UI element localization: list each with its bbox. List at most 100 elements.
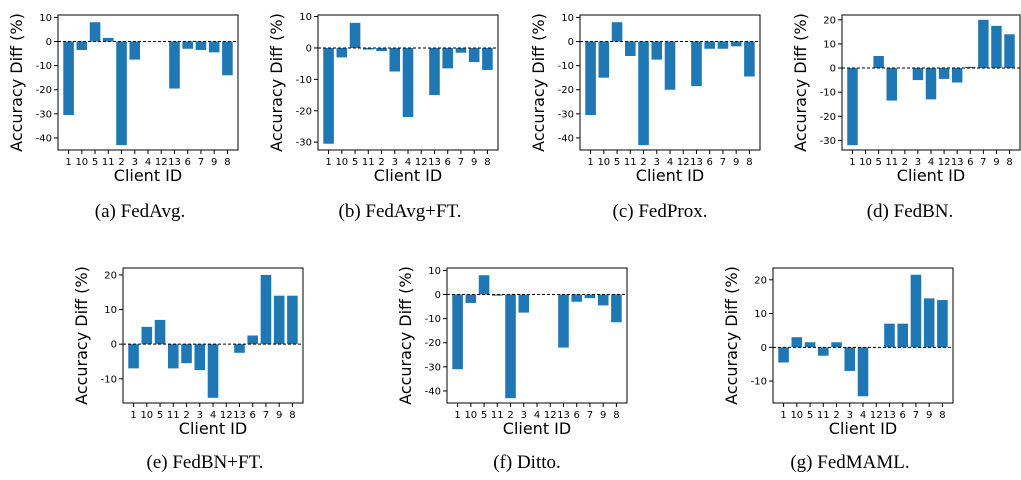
x-tick-label: 8	[224, 157, 230, 168]
bar-3	[844, 347, 856, 371]
x-tick-label: 5	[352, 157, 358, 168]
bar-6	[571, 294, 582, 302]
x-tick-label: 10	[75, 157, 88, 168]
x-tick-label: 7	[198, 157, 204, 168]
bar-13	[234, 344, 245, 353]
x-tick-label: 7	[263, 410, 269, 421]
x-tick-label: 10	[464, 410, 477, 421]
chart-panel-5: 20 10 0 -10 1 10 5 11 2 3 4 12 13 6 7 9 8 Client ID Accura…	[72, 266, 304, 473]
x-tick-label: 4	[667, 157, 673, 168]
bar-8	[482, 47, 493, 70]
x-tick-label: 5	[807, 410, 813, 421]
bar-10	[76, 41, 88, 50]
y-tick-label: 10	[299, 12, 312, 23]
x-tick-label: 3	[654, 157, 660, 168]
x-tick-label: 6	[967, 157, 973, 168]
bar-6	[182, 41, 193, 49]
bar-9	[273, 295, 285, 345]
y-tick-label: -10	[751, 377, 767, 388]
bar-5	[873, 55, 884, 69]
x-tick-label: 13	[428, 157, 441, 168]
y-axis-title: Accuracy Diff (%)	[529, 13, 548, 152]
bar-9	[991, 25, 1002, 69]
bar-4	[207, 344, 219, 398]
x-tick-label: 4	[534, 410, 540, 421]
y-tick-label: 10	[561, 13, 574, 24]
bar-3	[651, 41, 663, 60]
x-tick-label: 10	[335, 157, 348, 168]
bar-4	[857, 347, 869, 397]
x-tick-label: 12	[155, 157, 168, 168]
x-tick-label: 12	[677, 157, 690, 168]
bar-10	[791, 337, 803, 348]
chart-panel-1: 10 0 -10 -20 -30 -40 1 10 5 11 2 3 4 12 13 6 7 9 8 Client I…	[7, 13, 239, 222]
x-tick-label: 12	[544, 410, 557, 421]
x-tick-label: 8	[289, 410, 295, 421]
y-tick-label: -30	[558, 109, 574, 120]
x-tick-label: 6	[185, 157, 191, 168]
x-tick-label: 6	[445, 157, 451, 168]
x-tick-label: 11	[624, 157, 637, 168]
x-tick-label: 12	[415, 157, 428, 168]
x-tick-label: 8	[939, 410, 945, 421]
bar-3	[518, 294, 530, 313]
y-tick-label: -10	[820, 88, 836, 99]
x-tick-label: 8	[746, 157, 752, 168]
chart-panel-7: 20 10 0 -10 1 10 5 11 2 3 4 12 13 6 7 9 8 Client ID Accura…	[722, 266, 954, 473]
x-tick-label: 1	[130, 410, 136, 421]
x-axis-title: Client ID	[114, 166, 182, 185]
bar-13	[169, 41, 180, 89]
x-tick-label: 4	[145, 157, 151, 168]
bar-11	[103, 37, 114, 42]
bar-4	[402, 47, 414, 118]
x-axis-title: Client ID	[829, 419, 897, 438]
y-tick-label: 0	[435, 290, 441, 301]
bar-9	[730, 41, 742, 47]
bar-2	[638, 41, 649, 146]
bar-13	[691, 41, 702, 87]
bar-5	[804, 342, 816, 348]
x-tick-label: 8	[613, 410, 619, 421]
bar-7	[910, 274, 922, 348]
bar-13	[558, 294, 569, 348]
x-tick-label: 11	[362, 157, 375, 168]
x-tick-label: 12	[938, 157, 951, 168]
y-tick-label: -20	[820, 112, 836, 123]
bar-3	[912, 68, 924, 81]
x-tick-label: 12	[220, 410, 233, 421]
x-axis-title: Client ID	[374, 166, 442, 185]
bar-5	[478, 275, 490, 295]
y-tick-label: 10	[39, 13, 52, 24]
y-axis-title: Accuracy Diff (%)	[396, 266, 415, 405]
x-tick-label: 4	[860, 410, 866, 421]
bar-11	[886, 68, 897, 101]
y-axis-title: Accuracy Diff (%)	[7, 13, 26, 152]
bar-11	[168, 344, 179, 369]
bar-1	[847, 68, 858, 146]
x-tick-label: 7	[913, 410, 919, 421]
bar-2	[376, 47, 387, 52]
y-tick-label: 0	[830, 64, 836, 75]
x-tick-label: 9	[600, 410, 606, 421]
bar-7	[195, 41, 207, 50]
y-tick-label: -20	[36, 85, 52, 96]
bar-5	[611, 22, 623, 42]
x-tick-label: 2	[378, 157, 384, 168]
x-tick-label: 1	[65, 157, 71, 168]
x-tick-label: 2	[118, 157, 124, 168]
x-tick-label: 13	[233, 410, 246, 421]
y-tick-label: 10	[823, 39, 836, 50]
y-tick-label: -40	[425, 386, 441, 397]
x-axis-title: Client ID	[503, 419, 571, 438]
x-tick-label: 13	[951, 157, 964, 168]
y-tick-label: -20	[558, 85, 574, 96]
x-tick-label: 7	[587, 410, 593, 421]
x-tick-label: 13	[690, 157, 703, 168]
bar-7	[455, 47, 467, 53]
x-tick-label: 9	[471, 157, 477, 168]
y-tick-label: 10	[428, 266, 441, 277]
x-tick-label: 1	[454, 410, 460, 421]
bar-5	[89, 22, 101, 42]
x-tick-label: 3	[132, 157, 138, 168]
